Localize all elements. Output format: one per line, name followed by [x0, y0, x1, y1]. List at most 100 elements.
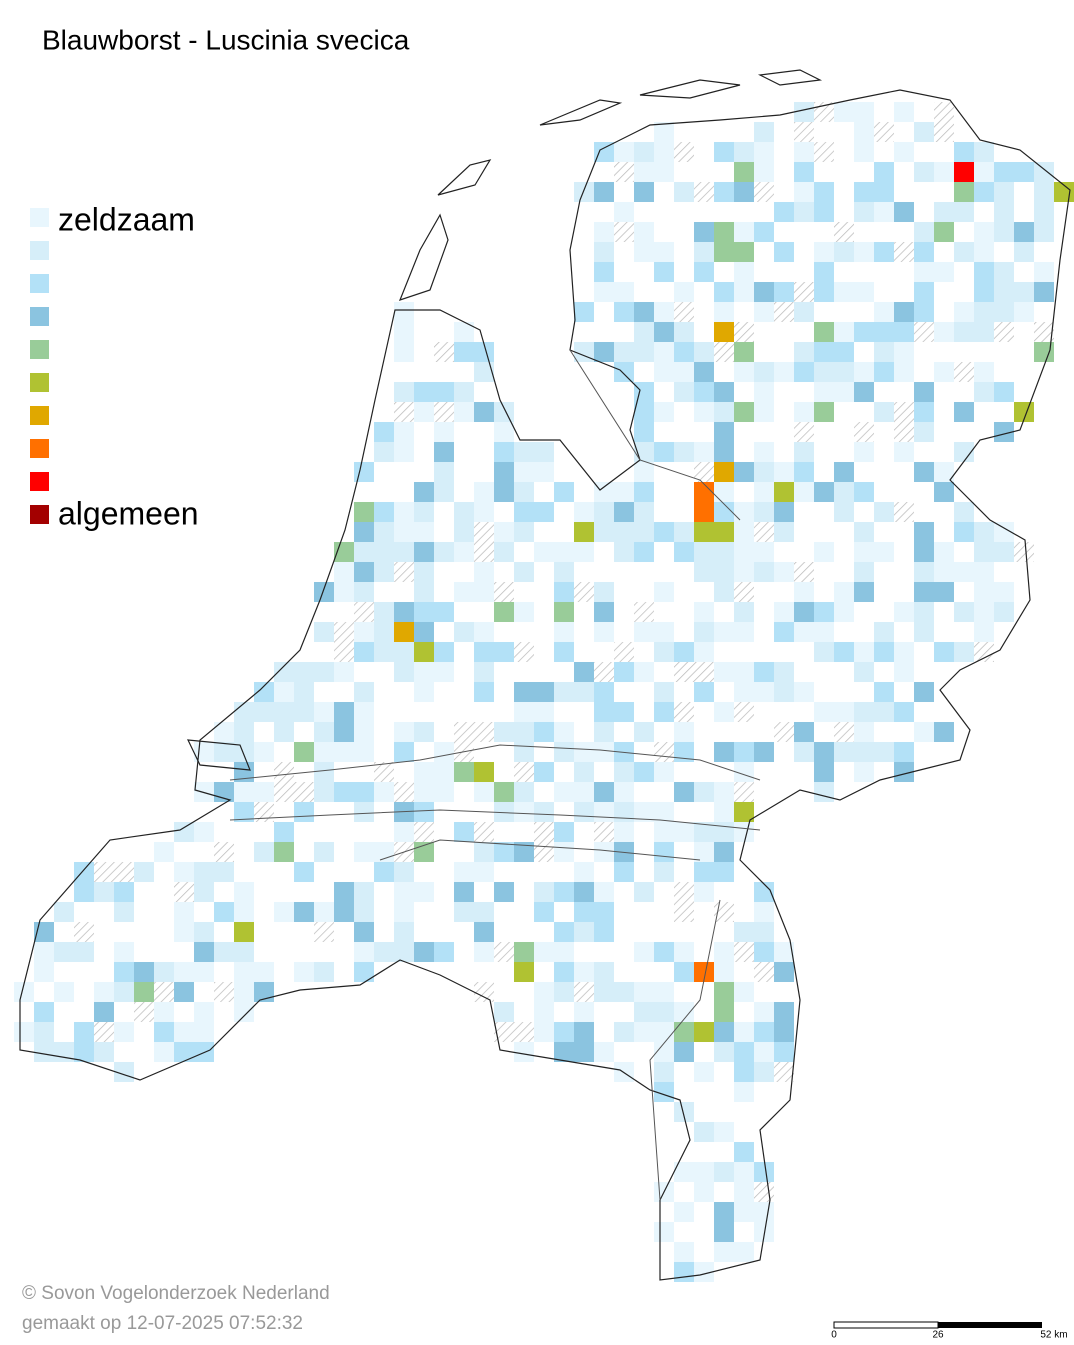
grid-cell — [754, 1062, 774, 1082]
grid-cell — [854, 762, 874, 782]
grid-cell — [114, 962, 134, 982]
grid-cell — [994, 282, 1014, 302]
grid-cell — [614, 822, 634, 842]
hatched-cell — [534, 822, 554, 842]
grid-cell — [294, 962, 314, 982]
grid-cell — [534, 982, 554, 1002]
grid-cell — [414, 882, 434, 902]
hatched-cell — [414, 822, 434, 842]
grid-cell — [134, 862, 154, 882]
grid-cell — [714, 942, 734, 962]
grid-cell — [194, 1022, 214, 1042]
grid-cell — [614, 542, 634, 562]
hatched-cell — [574, 982, 594, 1002]
hatched-cell — [474, 822, 494, 842]
grid-cell — [454, 902, 474, 922]
grid-cell — [754, 302, 774, 322]
grid-cell — [614, 662, 634, 682]
rivers — [229, 349, 761, 1201]
grid-cell — [554, 822, 574, 842]
grid-cell — [774, 942, 794, 962]
grid-cell — [814, 622, 834, 642]
grid-cell — [474, 582, 494, 602]
grid-cell — [654, 1002, 674, 1022]
grid-cell — [94, 1002, 114, 1022]
grid-cell — [774, 562, 794, 582]
grid-cell — [674, 822, 694, 842]
grid-cell — [634, 222, 654, 242]
grid-cell — [754, 1202, 774, 1222]
grid-cell — [414, 562, 434, 582]
grid-cell — [634, 402, 654, 422]
grid-cell — [374, 502, 394, 522]
grid-cell — [694, 222, 714, 242]
grid-cell — [854, 442, 874, 462]
grid-cell — [194, 962, 214, 982]
grid-cell — [714, 1202, 734, 1222]
hatched-cell — [894, 422, 914, 442]
hatched-cell — [434, 342, 454, 362]
grid-cell — [574, 542, 594, 562]
hatched-cell — [174, 882, 194, 902]
grid-cell — [194, 1002, 214, 1022]
grid-cell — [274, 902, 294, 922]
grid-cell — [794, 442, 814, 462]
hatched-cell — [754, 182, 774, 202]
grid-cell — [474, 502, 494, 522]
grid-cell — [74, 942, 94, 962]
grid-cell — [294, 802, 314, 822]
grid-cell — [714, 702, 734, 722]
grid-cell — [734, 142, 754, 162]
grid-cell — [534, 542, 554, 562]
legend-swatch — [30, 208, 49, 227]
grid-cell — [654, 442, 674, 462]
grid-cell — [954, 142, 974, 162]
hatched-cell — [74, 922, 94, 942]
grid-cell — [654, 862, 674, 882]
grid-cell — [754, 682, 774, 702]
grid-cell — [814, 762, 834, 782]
grid-cell — [694, 1262, 714, 1282]
grid-cell — [594, 922, 614, 942]
grid-cell — [714, 662, 734, 682]
grid-cell — [914, 242, 934, 262]
grid-cell — [354, 842, 374, 862]
grid-cell — [594, 602, 614, 622]
hatched-cell — [494, 1022, 514, 1042]
grid-cell — [1014, 282, 1034, 302]
grid-cell — [314, 962, 334, 982]
grid-cell — [354, 942, 374, 962]
grid-cell — [874, 702, 894, 722]
grid-cell — [634, 242, 654, 262]
grid-cell — [634, 622, 654, 642]
hatched-cell — [514, 762, 534, 782]
grid-cell — [834, 102, 854, 122]
grid-cell — [534, 942, 554, 962]
grid-cell — [914, 422, 934, 442]
grid-cell — [794, 362, 814, 382]
grid-cell — [734, 262, 754, 282]
grid-cell — [674, 382, 694, 402]
grid-cell — [854, 362, 874, 382]
grid-cell — [794, 142, 814, 162]
grid-cell — [634, 462, 654, 482]
hatched-cell — [734, 322, 754, 342]
grid-cell — [554, 882, 574, 902]
grid-cell — [594, 882, 614, 902]
grid-cell — [834, 462, 854, 482]
grid-cell — [934, 262, 954, 282]
grid-cell — [554, 482, 574, 502]
grid-cell — [434, 442, 454, 462]
grid-cell — [714, 442, 734, 462]
grid-cell — [234, 802, 254, 822]
grid-cell — [694, 1022, 714, 1042]
hatched-cell — [974, 642, 994, 662]
grid-cell — [774, 682, 794, 702]
grid-cell — [234, 982, 254, 1002]
grid-cell — [734, 1042, 754, 1062]
hatched-cell — [274, 762, 294, 782]
grid-cell — [654, 342, 674, 362]
grid-cell — [474, 782, 494, 802]
grid-cell — [974, 242, 994, 262]
grid-cell — [954, 442, 974, 462]
